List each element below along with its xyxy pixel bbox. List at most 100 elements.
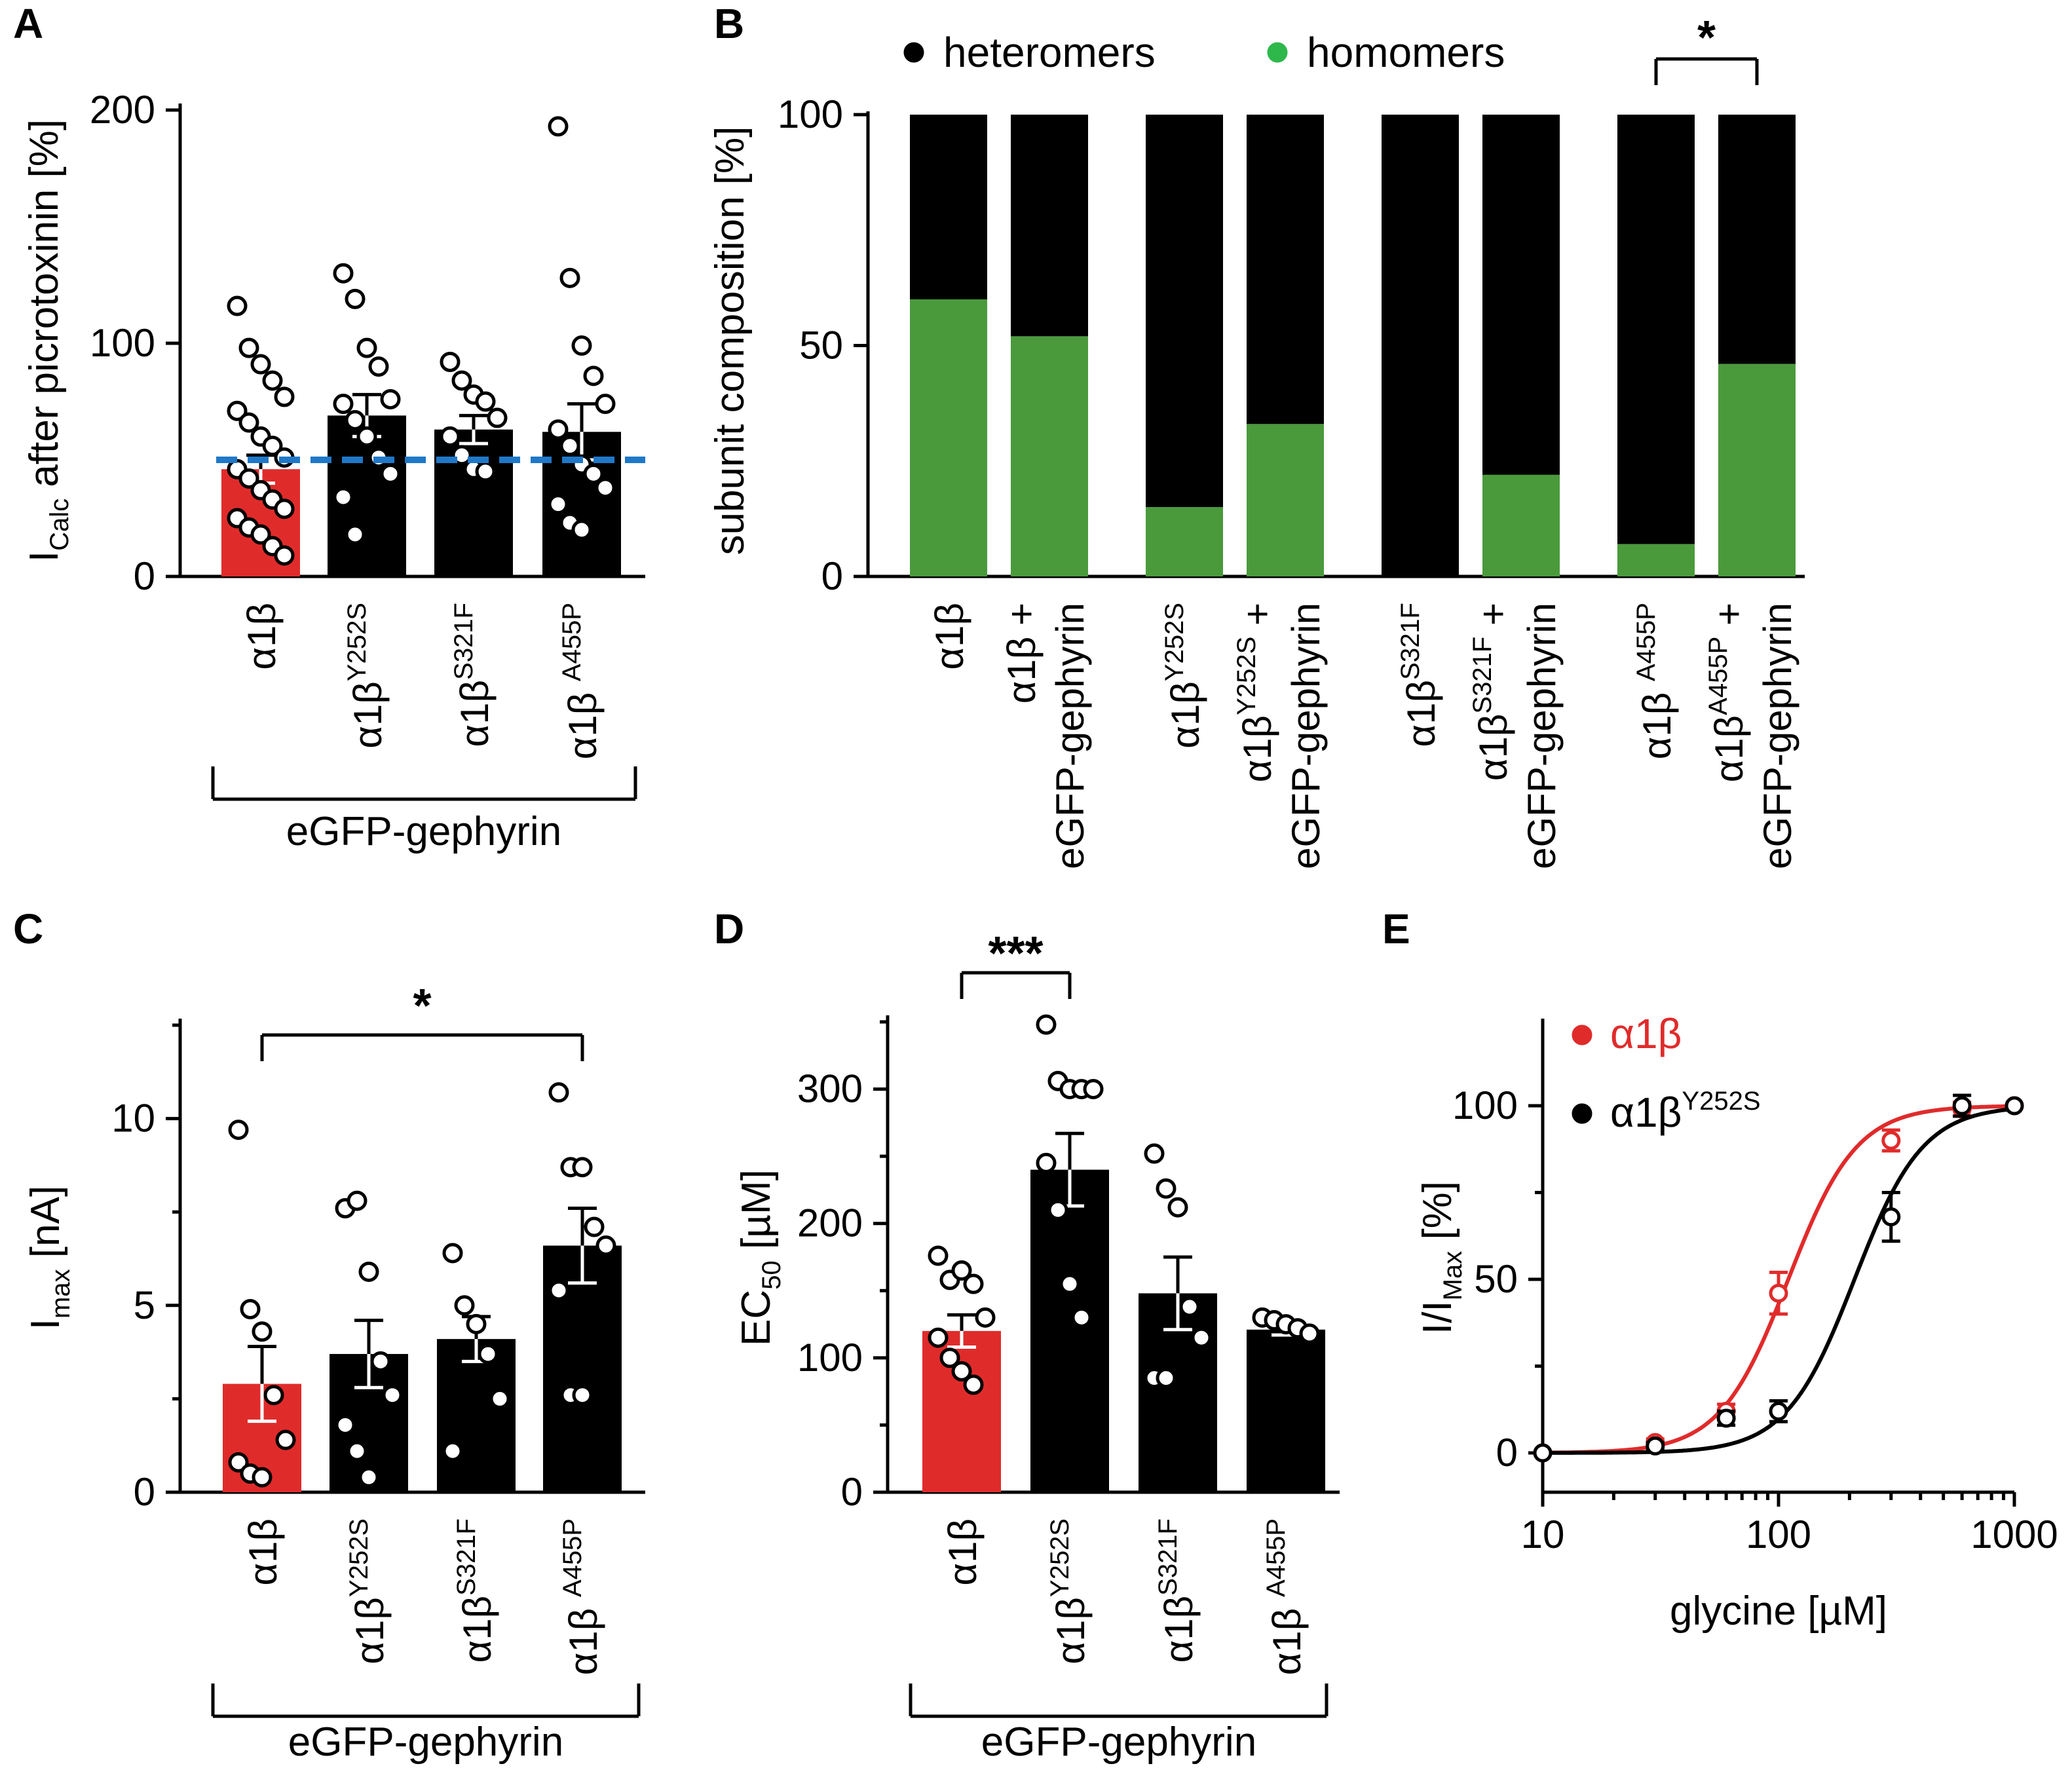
- data-point: [252, 1321, 273, 1342]
- y-tick-label: 200: [90, 88, 155, 132]
- data-point: [250, 524, 271, 545]
- data-point: [238, 412, 259, 433]
- data-point: [274, 545, 295, 566]
- legend-label: heteromers: [943, 29, 1156, 76]
- y-tick-label: 0: [821, 554, 843, 598]
- category-label: α1β: [941, 1518, 985, 1586]
- x-tick-label: 100: [1746, 1513, 1811, 1556]
- bar-heteromers: [1718, 115, 1796, 364]
- data-point: [1952, 1096, 1972, 1116]
- category-label: α1β A455P: [557, 603, 605, 759]
- legend-label: α1βY252S: [1610, 1087, 1761, 1136]
- bar-heteromers: [910, 115, 987, 299]
- y-tick-label: 300: [797, 1067, 863, 1111]
- data-point: [1881, 1131, 1901, 1150]
- data-point: [382, 1385, 403, 1406]
- category-label-line2: eGFP-gephyrin: [1520, 603, 1564, 869]
- data-point: [440, 351, 461, 372]
- category-label: α1βS321F: [1154, 1518, 1201, 1663]
- data-point: [489, 1388, 510, 1409]
- data-point: [951, 1260, 972, 1281]
- data-point: [583, 463, 604, 484]
- data-point: [1071, 1307, 1092, 1328]
- data-point: [595, 478, 616, 498]
- y-tick-label: 100: [778, 92, 843, 136]
- data-point: [548, 1280, 569, 1301]
- data-point: [1191, 1327, 1212, 1348]
- data-point: [262, 436, 283, 457]
- y-tick-label: 10: [111, 1097, 155, 1140]
- category-label: α1βY252S: [343, 603, 390, 749]
- data-point: [951, 1361, 972, 1382]
- category-label: α1β: [928, 603, 971, 670]
- data-point: [548, 116, 569, 137]
- data-point: [939, 1347, 960, 1368]
- data-point: [274, 498, 295, 519]
- category-label: α1βY252S +: [1232, 603, 1279, 782]
- bar-homomers: [1617, 544, 1695, 576]
- data-point: [345, 524, 366, 545]
- legend-label: α1β: [1610, 1010, 1682, 1057]
- panel-label: A: [13, 0, 43, 47]
- data-point: [380, 388, 401, 409]
- category-label: α1βA455P +: [1704, 603, 1751, 782]
- bar-heteromers: [1146, 115, 1223, 508]
- x-axis-label: glycine [µM]: [1670, 1589, 1887, 1634]
- significance-label: *: [413, 980, 431, 1032]
- data-point: [1646, 1436, 1665, 1456]
- bar-heteromers: [1247, 115, 1324, 424]
- data-point: [1179, 1296, 1200, 1317]
- bar: [1030, 1169, 1109, 1492]
- data-point: [368, 356, 389, 377]
- data-point: [227, 400, 248, 421]
- data-point: [442, 1440, 463, 1461]
- y-tick-label: 0: [134, 1470, 155, 1514]
- data-point: [595, 1235, 616, 1256]
- bar-heteromers: [1011, 115, 1088, 337]
- category-label-line2: eGFP-gephyrin: [1756, 603, 1799, 869]
- significance-label: ***: [988, 928, 1043, 980]
- y-tick-label: 100: [797, 1336, 863, 1380]
- data-point: [1036, 1152, 1057, 1173]
- legend-marker: [903, 42, 924, 63]
- y-axis-label: ICalc after picrotoxinin [%]: [22, 119, 74, 562]
- y-tick-label: 200: [797, 1201, 863, 1245]
- bar-heteromers: [1617, 115, 1695, 544]
- group-label: eGFP-gephyrin: [286, 809, 561, 854]
- y-tick-label: 0: [134, 554, 155, 598]
- data-point: [571, 335, 592, 356]
- data-point: [333, 487, 354, 508]
- data-point: [228, 1119, 249, 1140]
- data-point: [451, 445, 472, 466]
- y-tick-label: 100: [1452, 1083, 1518, 1127]
- data-point: [240, 1299, 261, 1320]
- data-point: [228, 1452, 249, 1473]
- category-label: α1βS321F +: [1468, 603, 1515, 781]
- data-point: [975, 1307, 996, 1328]
- bar: [434, 429, 513, 576]
- bar-heteromers: [1482, 115, 1560, 475]
- category-label: α1βY252S: [1160, 603, 1207, 749]
- bar-homomers: [1718, 364, 1796, 576]
- data-point: [478, 1344, 499, 1364]
- data-point: [238, 468, 259, 489]
- bar: [922, 1330, 1001, 1492]
- data-point: [572, 1385, 593, 1406]
- bar-homomers: [1146, 507, 1223, 576]
- legend-label: homomers: [1307, 29, 1505, 76]
- data-point: [252, 1467, 273, 1488]
- y-axis-label: subunit composition [%]: [707, 126, 753, 555]
- bar-homomers: [910, 299, 987, 576]
- data-point: [1144, 1143, 1165, 1164]
- data-point: [475, 461, 496, 482]
- data-point: [1881, 1207, 1901, 1227]
- y-tick-label: 0: [1496, 1431, 1518, 1475]
- y-tick-label: 100: [90, 321, 155, 365]
- data-point: [440, 426, 461, 447]
- bar: [1247, 1329, 1325, 1492]
- data-point: [335, 1414, 356, 1435]
- data-point: [595, 394, 616, 415]
- category-label: α1βY252S: [345, 1518, 392, 1665]
- legend-marker: [1572, 1103, 1592, 1124]
- data-point: [548, 419, 569, 440]
